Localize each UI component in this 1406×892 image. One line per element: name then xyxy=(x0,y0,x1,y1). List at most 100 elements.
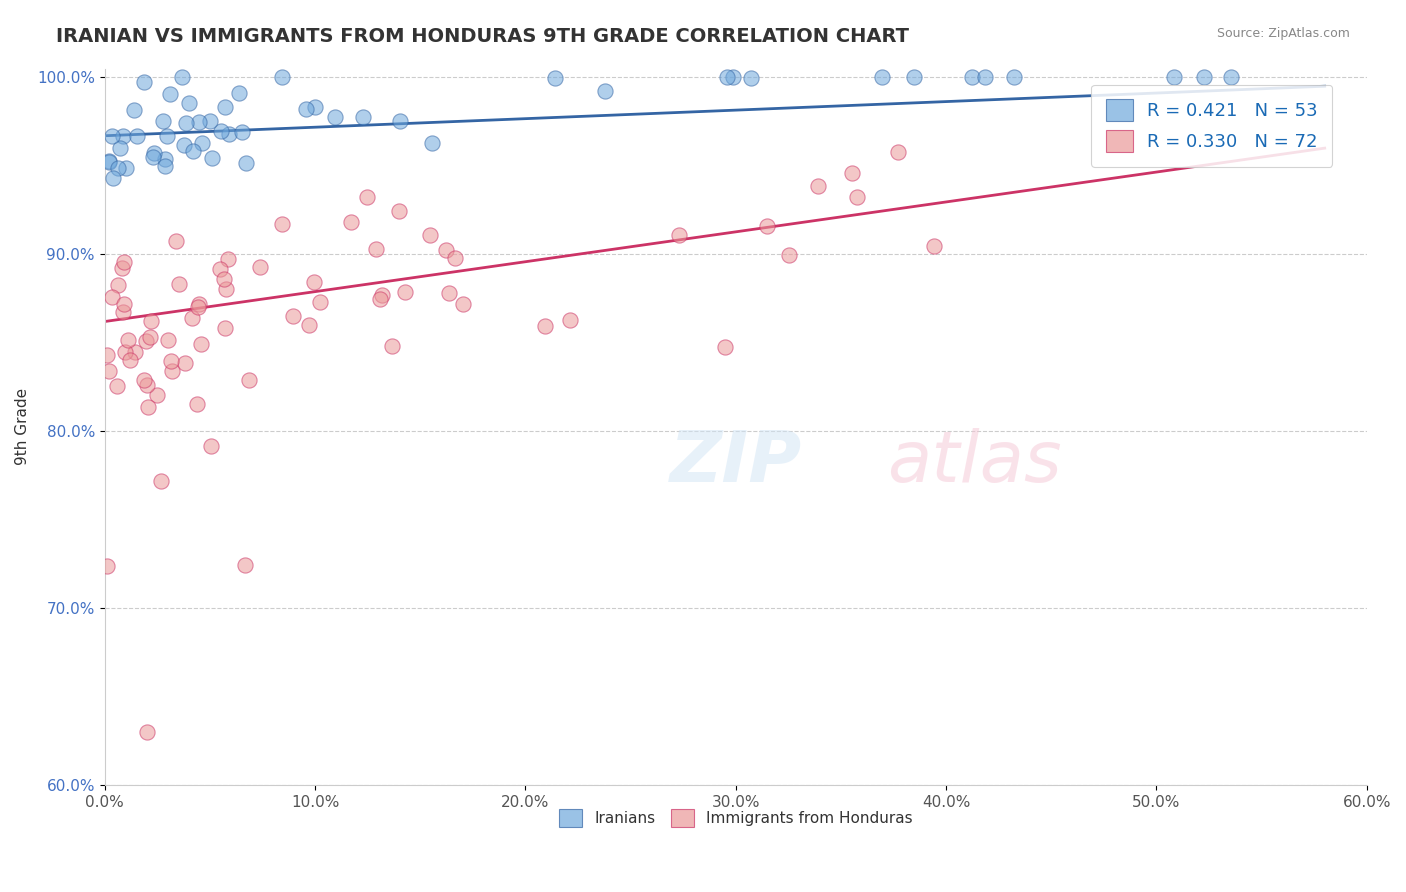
Point xyxy=(960,70,983,85)
Point xyxy=(887,145,910,159)
Point xyxy=(437,285,460,300)
Point xyxy=(101,129,124,144)
Y-axis label: 9th Grade: 9th Grade xyxy=(15,388,30,466)
Point xyxy=(1220,70,1243,85)
Point xyxy=(352,110,374,124)
Point xyxy=(304,100,326,114)
Point xyxy=(125,128,148,143)
Point xyxy=(96,558,118,573)
Point xyxy=(173,138,195,153)
Point xyxy=(174,116,197,130)
Point xyxy=(214,100,236,114)
Point xyxy=(187,297,209,311)
Point xyxy=(149,475,172,489)
Point xyxy=(214,321,236,335)
Point xyxy=(295,102,318,116)
Text: Source: ZipAtlas.com: Source: ZipAtlas.com xyxy=(1216,27,1350,40)
Point xyxy=(124,345,146,359)
Point xyxy=(870,70,893,85)
Point xyxy=(903,70,925,85)
Point xyxy=(778,248,800,262)
Point xyxy=(142,145,165,160)
Point xyxy=(394,285,416,299)
Point xyxy=(114,345,136,359)
Point xyxy=(740,71,762,86)
Point xyxy=(233,558,256,573)
Point xyxy=(381,339,404,353)
Point xyxy=(160,353,183,368)
Point xyxy=(444,252,467,266)
Point xyxy=(841,165,863,179)
Point xyxy=(198,114,221,128)
Point xyxy=(112,305,135,319)
Text: IRANIAN VS IMMIGRANTS FROM HONDURAS 9TH GRADE CORRELATION CHART: IRANIAN VS IMMIGRANTS FROM HONDURAS 9TH … xyxy=(56,27,910,45)
Point xyxy=(153,152,176,166)
Point xyxy=(132,373,155,387)
Point xyxy=(807,179,830,194)
Point xyxy=(716,70,738,85)
Point xyxy=(218,127,240,141)
Point xyxy=(434,244,457,258)
Point xyxy=(117,333,139,347)
Point xyxy=(101,290,124,304)
Point xyxy=(364,242,387,256)
Point xyxy=(179,96,201,111)
Point xyxy=(558,312,581,326)
Point xyxy=(209,124,232,138)
Point xyxy=(340,215,363,229)
Point xyxy=(370,287,392,301)
Point xyxy=(209,261,232,276)
Point xyxy=(107,277,129,292)
Point xyxy=(142,150,165,164)
Point xyxy=(135,725,157,739)
Point xyxy=(107,161,129,175)
Point xyxy=(136,401,159,415)
Point xyxy=(420,136,443,150)
Point xyxy=(105,379,128,393)
Point xyxy=(118,352,141,367)
Point xyxy=(451,297,474,311)
Text: atlas: atlas xyxy=(887,428,1062,497)
Point xyxy=(231,125,253,139)
Point xyxy=(356,190,378,204)
Point xyxy=(97,154,120,169)
Point xyxy=(132,74,155,88)
Point xyxy=(112,254,135,268)
Point xyxy=(122,103,145,117)
Point xyxy=(135,334,157,349)
Point xyxy=(283,309,305,323)
Point xyxy=(238,373,260,387)
Point xyxy=(755,219,778,234)
Legend: Iranians, Immigrants from Honduras: Iranians, Immigrants from Honduras xyxy=(551,801,920,835)
Point xyxy=(156,334,179,348)
Point xyxy=(1192,70,1215,85)
Point xyxy=(846,189,869,203)
Point xyxy=(156,129,179,144)
Point xyxy=(96,348,118,362)
Point xyxy=(924,238,946,252)
Point xyxy=(388,204,411,219)
Point xyxy=(115,161,138,176)
Text: ZIP: ZIP xyxy=(669,428,801,497)
Point xyxy=(145,387,167,401)
Point xyxy=(190,336,212,351)
Point xyxy=(1002,70,1025,85)
Point xyxy=(97,154,120,169)
Point xyxy=(152,114,174,128)
Point xyxy=(159,87,181,101)
Point xyxy=(186,397,208,411)
Point xyxy=(228,87,250,101)
Point xyxy=(201,151,224,165)
Point xyxy=(170,70,193,85)
Point xyxy=(721,70,744,85)
Point xyxy=(534,318,557,333)
Point xyxy=(388,114,411,128)
Point xyxy=(217,252,239,266)
Point xyxy=(212,271,235,285)
Point xyxy=(191,136,214,150)
Point xyxy=(214,282,236,296)
Point xyxy=(112,128,135,143)
Point xyxy=(419,228,441,243)
Point xyxy=(110,141,132,155)
Point xyxy=(136,378,159,392)
